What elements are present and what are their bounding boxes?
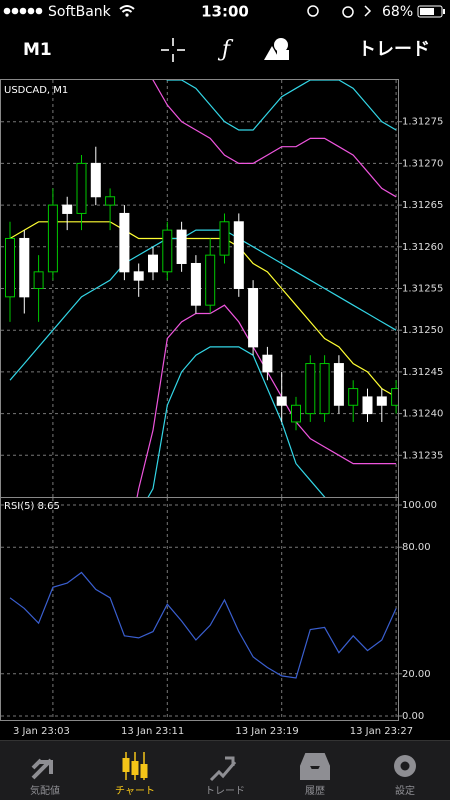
candle-body <box>19 237 30 298</box>
objects-button[interactable] <box>264 38 289 60</box>
tab-icon <box>131 761 139 775</box>
tabs: 気配値 チャート トレード 履歴 設定 <box>30 752 416 797</box>
status-bar: SoftBank 13:00 68% <box>3 3 445 21</box>
tab-icon <box>31 758 53 780</box>
y-tick-label: 1.31270 <box>402 158 443 169</box>
candle-body <box>391 388 398 406</box>
candle-body <box>319 363 330 415</box>
rsi-line <box>9 571 397 679</box>
candle-body <box>233 221 244 289</box>
tab-icon <box>209 756 237 782</box>
candle-body <box>376 396 387 406</box>
candle-body <box>90 162 101 198</box>
clock: 13:00 <box>201 3 249 21</box>
candle-body <box>105 196 116 206</box>
indicators-button[interactable]: ƒ <box>217 37 234 62</box>
tab-label: 設定 <box>395 784 415 797</box>
indicator-line <box>147 346 326 497</box>
symbol-label: USDCAD, M1 <box>4 85 68 96</box>
tab-label: 履歴 <box>305 785 325 797</box>
time-label: 13 Jan 23:11 <box>121 726 184 737</box>
tab-label: 気配値 <box>30 784 60 797</box>
indicator-line <box>9 229 397 381</box>
y-tick-label: 1.31245 <box>402 367 443 378</box>
tab-label: チャート <box>115 785 155 797</box>
candle-body <box>162 229 173 273</box>
toolbar: M1 ƒ トレード <box>23 37 430 62</box>
tab-icon <box>400 761 410 771</box>
y-tick-label: 0.00 <box>402 711 424 722</box>
candle-body <box>5 237 15 298</box>
candle-body <box>305 363 316 415</box>
candle-body <box>148 254 158 273</box>
battery-percent: 68% <box>382 4 413 20</box>
crosshair-button[interactable] <box>161 38 185 62</box>
candle-body <box>291 404 301 423</box>
carrier: SoftBank <box>48 4 112 20</box>
time-label: 13 Jan 23:27 <box>350 726 413 737</box>
tab[interactable]: チャート <box>115 752 155 797</box>
y-tick-label: 1.31275 <box>402 117 443 128</box>
candle-body <box>133 271 144 281</box>
y-tick-label: 1.31260 <box>402 242 443 253</box>
price-plot <box>5 80 398 497</box>
indicator-line <box>166 80 397 131</box>
candle-body <box>362 396 373 415</box>
y-tick-label: 1.31265 <box>402 200 443 211</box>
candle-body <box>333 363 344 406</box>
y-tick-label: 1.31250 <box>402 325 443 336</box>
y-tick-label: 100.00 <box>402 500 437 511</box>
candle-body <box>348 388 359 406</box>
time-label: 13 Jan 23:19 <box>235 726 298 737</box>
indicator-line <box>136 304 397 497</box>
indicator-line <box>9 221 397 398</box>
candle-body <box>33 271 44 290</box>
timeframe-button[interactable]: M1 <box>23 40 52 60</box>
tab[interactable]: 気配値 <box>30 758 60 797</box>
tab-icon <box>122 758 130 772</box>
indicator-line <box>152 80 397 198</box>
tab[interactable]: トレード <box>205 756 245 797</box>
candle-body <box>176 229 187 264</box>
tab[interactable]: 履歴 <box>300 753 330 797</box>
y-tick-label: 1.31255 <box>402 284 443 295</box>
candle-body <box>262 354 273 373</box>
candle-body <box>119 212 130 273</box>
y-tick-label: 1.31235 <box>402 450 443 461</box>
candle-body <box>248 288 259 348</box>
plot-layer: 3 Jan 23:03 13 Jan 23:11 13 Jan 23:19 13 Ja… <box>1 80 443 737</box>
candle-body <box>62 204 73 214</box>
tab-label: トレード <box>205 786 245 797</box>
candle-body <box>76 162 87 214</box>
indicator-label: RSI(5) 8.65 <box>4 501 60 512</box>
candle-body <box>190 262 201 306</box>
candle-body <box>276 396 287 406</box>
tab-icon <box>140 764 148 778</box>
y-tick-label: 80.00 <box>402 542 431 553</box>
candle-body <box>205 254 216 306</box>
time-label: 3 Jan 23:03 <box>13 726 70 737</box>
tab-bar <box>0 740 450 800</box>
rsi-plot <box>9 571 397 679</box>
candle-body <box>219 221 230 256</box>
chart-frame <box>0 79 399 721</box>
y-tick-label: 1.31240 <box>402 409 443 420</box>
trade-button[interactable]: トレード <box>358 39 430 60</box>
candle-body <box>47 204 58 273</box>
tab-icon <box>300 753 330 780</box>
y-tick-label: 20.00 <box>402 669 431 680</box>
tab[interactable]: 設定 <box>394 755 416 797</box>
